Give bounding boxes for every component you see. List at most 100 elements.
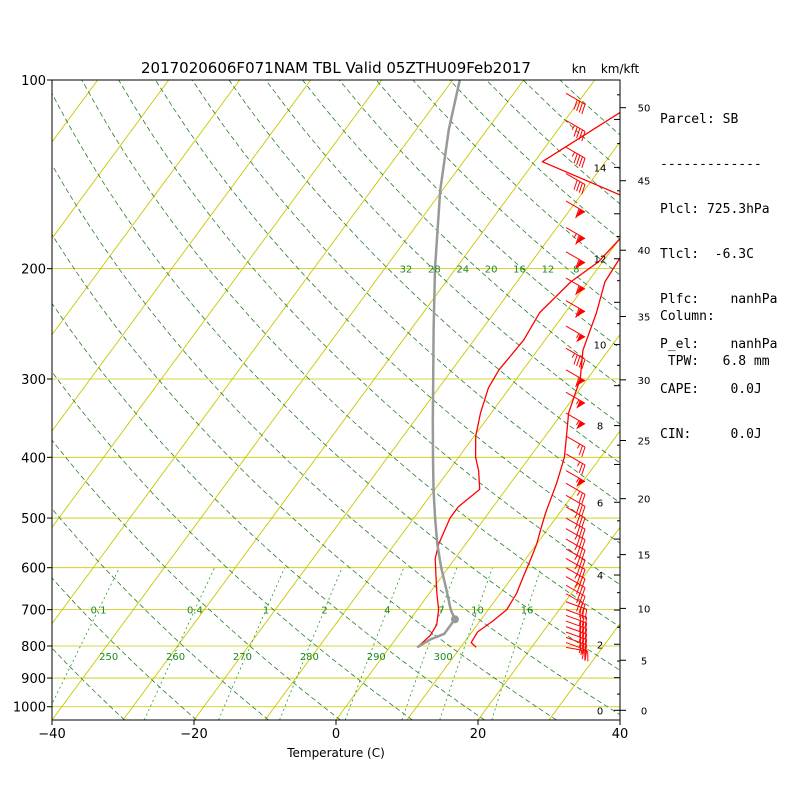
- isotherm-line: [52, 80, 170, 240]
- parcel-line: P_el: nanhPa: [660, 337, 778, 352]
- axes: −40 −20 0 20 4010009008007006005004003002001…: [13, 74, 650, 742]
- wind-barb-half: [576, 399, 580, 405]
- lcl-marker: [450, 615, 459, 624]
- wind-barb-flag: [576, 400, 586, 409]
- kft-tick-label: 45: [638, 177, 651, 188]
- isotherm-line: [335, 333, 620, 720]
- wind-barb-shaft: [565, 470, 586, 483]
- wind-barb-full: [581, 359, 586, 370]
- parcel-line: CIN: 0.0J: [660, 427, 762, 442]
- mixing-ratio-line: [401, 567, 458, 720]
- wind-barb-full: [581, 608, 585, 619]
- wind-barb-shaft: [565, 92, 586, 105]
- wind-barb: [565, 347, 586, 370]
- isotherm-line: [122, 80, 596, 720]
- wind-barb-shaft: [565, 558, 586, 570]
- isotherm-line: [52, 80, 312, 432]
- wind-barb-full: [573, 99, 578, 110]
- isotherm-label: 24: [456, 265, 469, 276]
- mixing-ratio-label: 2: [321, 606, 327, 617]
- dry-adiabat-line: [52, 233, 557, 720]
- km-tick-label: 8: [597, 422, 603, 433]
- wind-barb-full: [581, 104, 586, 115]
- wind-barb-flag: [576, 259, 586, 269]
- parcel-line: -------------: [660, 157, 762, 172]
- mixing-ratio-label: 10: [471, 606, 484, 617]
- mixing-ratio-label: 4: [384, 606, 390, 617]
- wind-barb-shaft: [565, 277, 586, 290]
- wind-barb-shaft: [565, 646, 588, 652]
- wind-barb-half: [580, 650, 583, 656]
- dry-adiabat-line: [52, 508, 269, 720]
- dry-adiabat-label: 250: [99, 652, 118, 663]
- wind-barb: [565, 227, 586, 245]
- dry-adiabat-label: 300: [434, 652, 453, 663]
- wind-barb-full: [578, 129, 583, 140]
- wind-barb-full: [578, 445, 583, 456]
- wind-barb-full: [581, 446, 586, 457]
- wind-barb: [565, 300, 586, 319]
- wind-barb-shaft: [565, 494, 586, 507]
- km-tick-label: 2: [597, 640, 603, 651]
- wind-barb: [565, 528, 586, 550]
- wind-barb-half: [574, 573, 578, 579]
- wind-barb-half: [578, 647, 582, 653]
- mixing-ratio-line: [439, 567, 493, 720]
- kft-tick-label: 25: [638, 436, 651, 447]
- wind-barb-shaft: [565, 506, 586, 519]
- wind-barb-half: [576, 461, 581, 467]
- wind-barb: [565, 646, 589, 662]
- wind-barb-shaft: [565, 593, 586, 606]
- wind-barb-shaft: [565, 325, 586, 338]
- plot-area: [52, 80, 620, 720]
- kft-tick-label: 35: [638, 312, 651, 323]
- wind-barb-full: [578, 504, 583, 515]
- wind-barb: [565, 92, 586, 115]
- dry-adiabat-line: [338, 80, 620, 349]
- wind-barb-half: [574, 555, 578, 560]
- dry-adiabat-line: [52, 439, 341, 720]
- wind-barb-full: [581, 506, 586, 517]
- mixing-ratio-label: 16: [521, 606, 534, 617]
- wind-barb-shaft: [565, 620, 587, 630]
- wind-barb-full: [576, 155, 581, 166]
- kft-tick-label: 30: [638, 376, 651, 387]
- wind-barb-half: [576, 420, 580, 426]
- wind-barb-full: [578, 538, 583, 549]
- kft-tick-label: 20: [638, 495, 651, 506]
- mixing-ratio-line: [279, 567, 343, 720]
- wind-barb-full: [575, 308, 580, 319]
- wind-barb-flag: [576, 209, 586, 218]
- km-tick-label: 6: [597, 498, 603, 509]
- pressure-tick-label: 700: [21, 604, 46, 619]
- km-tick-label: 0: [597, 706, 603, 717]
- wind-barb-half: [573, 233, 577, 239]
- wind-barb-full: [573, 153, 578, 164]
- kft-tick-label: 5: [641, 656, 647, 667]
- wind-barb-full: [576, 584, 581, 595]
- wind-barb-full: [581, 517, 586, 528]
- wind-barb: [565, 494, 586, 517]
- unit-km-kft-label: km/kft: [601, 62, 640, 76]
- wind-barb: [565, 453, 586, 475]
- wind-barb-full: [576, 101, 581, 112]
- wind-barb-half: [574, 524, 578, 530]
- chart-title: 2017020606F071NAM TBL Valid 05ZTHU09Feb2…: [141, 59, 531, 77]
- dry-adiabat-label: 290: [367, 652, 386, 663]
- wind-barb-shaft: [565, 347, 586, 360]
- wind-barb-full: [578, 156, 583, 167]
- wind-barb-shaft: [565, 548, 586, 561]
- x-tick-label: −40: [38, 727, 65, 742]
- wind-barb-half: [574, 534, 578, 540]
- column-info-panel: Column: TPW: 6.8 mm: [660, 279, 770, 384]
- parcel-line: Tlcl: -6.3C: [660, 247, 754, 262]
- wind-barb-shaft: [565, 482, 586, 495]
- dry-adiabat-label: 280: [300, 652, 319, 663]
- wind-barb-full: [581, 464, 586, 475]
- isotherm-line: [406, 430, 620, 720]
- pressure-tick-label: 900: [21, 672, 46, 687]
- wind-barb-full: [573, 126, 578, 137]
- wind-barb: [565, 482, 586, 505]
- wind-barb: [565, 470, 586, 487]
- wind-barb-full: [573, 179, 578, 190]
